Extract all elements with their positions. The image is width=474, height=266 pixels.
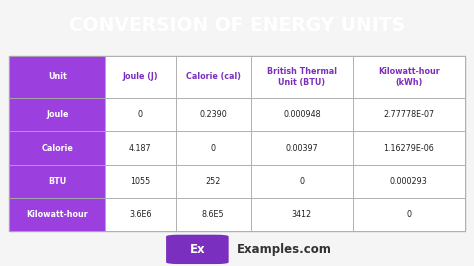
Text: 252: 252 [205,177,221,186]
Text: Examples.com: Examples.com [237,243,332,256]
Text: 4.187: 4.187 [129,144,152,152]
Text: Ex: Ex [190,243,205,256]
Bar [9,98,105,131]
Bar [353,165,465,198]
Bar [105,56,175,98]
Text: 0: 0 [300,177,304,186]
Text: Kilowatt-hour
(kWh): Kilowatt-hour (kWh) [378,67,440,87]
Text: BTU: BTU [48,177,66,186]
Bar [9,198,105,231]
Text: 0.000948: 0.000948 [283,110,320,119]
Bar [9,56,105,98]
Bar [251,165,353,198]
Text: 0: 0 [406,210,411,219]
Text: 1.16279E-06: 1.16279E-06 [383,144,434,152]
FancyBboxPatch shape [166,235,228,264]
Bar [105,198,175,231]
Text: Joule: Joule [46,110,69,119]
Bar [251,198,353,231]
Text: Joule (J): Joule (J) [122,72,158,81]
Bar [175,131,251,165]
Bar [105,98,175,131]
Bar [251,131,353,165]
Bar [353,56,465,98]
Text: CONVERSION OF ENERGY UNITS: CONVERSION OF ENERGY UNITS [69,16,405,35]
Text: 3.6E6: 3.6E6 [129,210,152,219]
Bar [175,165,251,198]
Text: 0.000293: 0.000293 [390,177,428,186]
Text: British Thermal
Unit (BTU): British Thermal Unit (BTU) [267,67,337,87]
Bar [353,131,465,165]
Text: 1055: 1055 [130,177,150,186]
Text: 0: 0 [138,110,143,119]
Text: 2.77778E-07: 2.77778E-07 [383,110,434,119]
Bar [353,198,465,231]
Text: 8.6E5: 8.6E5 [202,210,224,219]
Bar [251,98,353,131]
Bar [251,56,353,98]
Bar [353,98,465,131]
Text: 0.00397: 0.00397 [285,144,318,152]
Text: 0: 0 [210,144,216,152]
Bar [175,56,251,98]
Text: Kilowatt-hour: Kilowatt-hour [27,210,88,219]
Text: Calorie: Calorie [41,144,73,152]
Text: Unit: Unit [48,72,67,81]
Bar [9,131,105,165]
Bar [105,131,175,165]
Bar [105,165,175,198]
Bar [9,165,105,198]
Text: Calorie (cal): Calorie (cal) [186,72,241,81]
Text: 3412: 3412 [292,210,312,219]
Text: 0.2390: 0.2390 [199,110,227,119]
Bar [175,98,251,131]
Bar [175,198,251,231]
